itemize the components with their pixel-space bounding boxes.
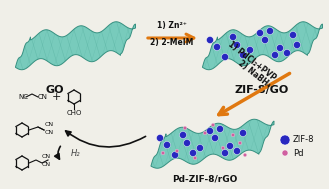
Circle shape <box>164 142 170 149</box>
Text: ZIF-8/GO: ZIF-8/GO <box>235 85 289 95</box>
Circle shape <box>231 133 235 137</box>
Circle shape <box>226 143 234 149</box>
Text: CN: CN <box>45 122 54 126</box>
Circle shape <box>276 44 284 51</box>
Text: CHO: CHO <box>66 110 82 116</box>
Circle shape <box>284 50 291 57</box>
Circle shape <box>157 135 164 142</box>
Circle shape <box>203 131 207 135</box>
Circle shape <box>240 129 246 136</box>
Circle shape <box>266 28 273 35</box>
Circle shape <box>212 135 218 142</box>
Circle shape <box>221 149 229 156</box>
Polygon shape <box>151 119 274 168</box>
Circle shape <box>280 135 290 145</box>
Circle shape <box>184 139 190 146</box>
Text: CN: CN <box>38 94 48 100</box>
Text: CN: CN <box>42 153 51 159</box>
Circle shape <box>238 141 242 145</box>
Text: 1) Zn²⁺: 1) Zn²⁺ <box>157 21 187 30</box>
Circle shape <box>243 153 247 157</box>
Circle shape <box>221 53 229 60</box>
Text: 2) NaBH₄: 2) NaBH₄ <box>236 59 272 90</box>
Text: 2) 2-MeIM: 2) 2-MeIM <box>150 38 194 47</box>
Text: CN: CN <box>42 163 51 167</box>
Polygon shape <box>15 22 136 70</box>
Text: NC: NC <box>18 94 28 100</box>
Circle shape <box>207 36 214 43</box>
Text: Pd-ZIF-8/rGO: Pd-ZIF-8/rGO <box>172 174 238 183</box>
Text: H₂: H₂ <box>71 149 81 157</box>
Circle shape <box>282 150 288 156</box>
Text: GO: GO <box>46 85 64 95</box>
Circle shape <box>271 51 279 59</box>
Text: ZIF-8: ZIF-8 <box>293 136 315 145</box>
Text: Pd: Pd <box>293 149 303 157</box>
Circle shape <box>257 29 264 36</box>
Circle shape <box>216 125 223 132</box>
Circle shape <box>161 151 165 155</box>
Circle shape <box>221 146 225 150</box>
Circle shape <box>240 51 246 59</box>
Circle shape <box>290 32 296 39</box>
Circle shape <box>293 42 300 49</box>
Circle shape <box>234 42 240 49</box>
Circle shape <box>190 149 196 156</box>
Circle shape <box>214 43 220 50</box>
Circle shape <box>207 128 214 135</box>
Circle shape <box>262 36 268 43</box>
Circle shape <box>180 132 187 139</box>
Text: CN: CN <box>45 129 54 135</box>
Circle shape <box>230 33 237 40</box>
Circle shape <box>183 126 187 130</box>
Text: 1) PdCl₂+PVP: 1) PdCl₂+PVP <box>227 39 278 82</box>
Circle shape <box>193 156 197 160</box>
Circle shape <box>234 147 240 154</box>
Circle shape <box>171 152 179 159</box>
Text: +: + <box>51 92 61 102</box>
Polygon shape <box>203 22 322 70</box>
Circle shape <box>211 123 215 127</box>
Circle shape <box>246 46 254 53</box>
Circle shape <box>196 145 204 152</box>
Circle shape <box>175 149 179 153</box>
